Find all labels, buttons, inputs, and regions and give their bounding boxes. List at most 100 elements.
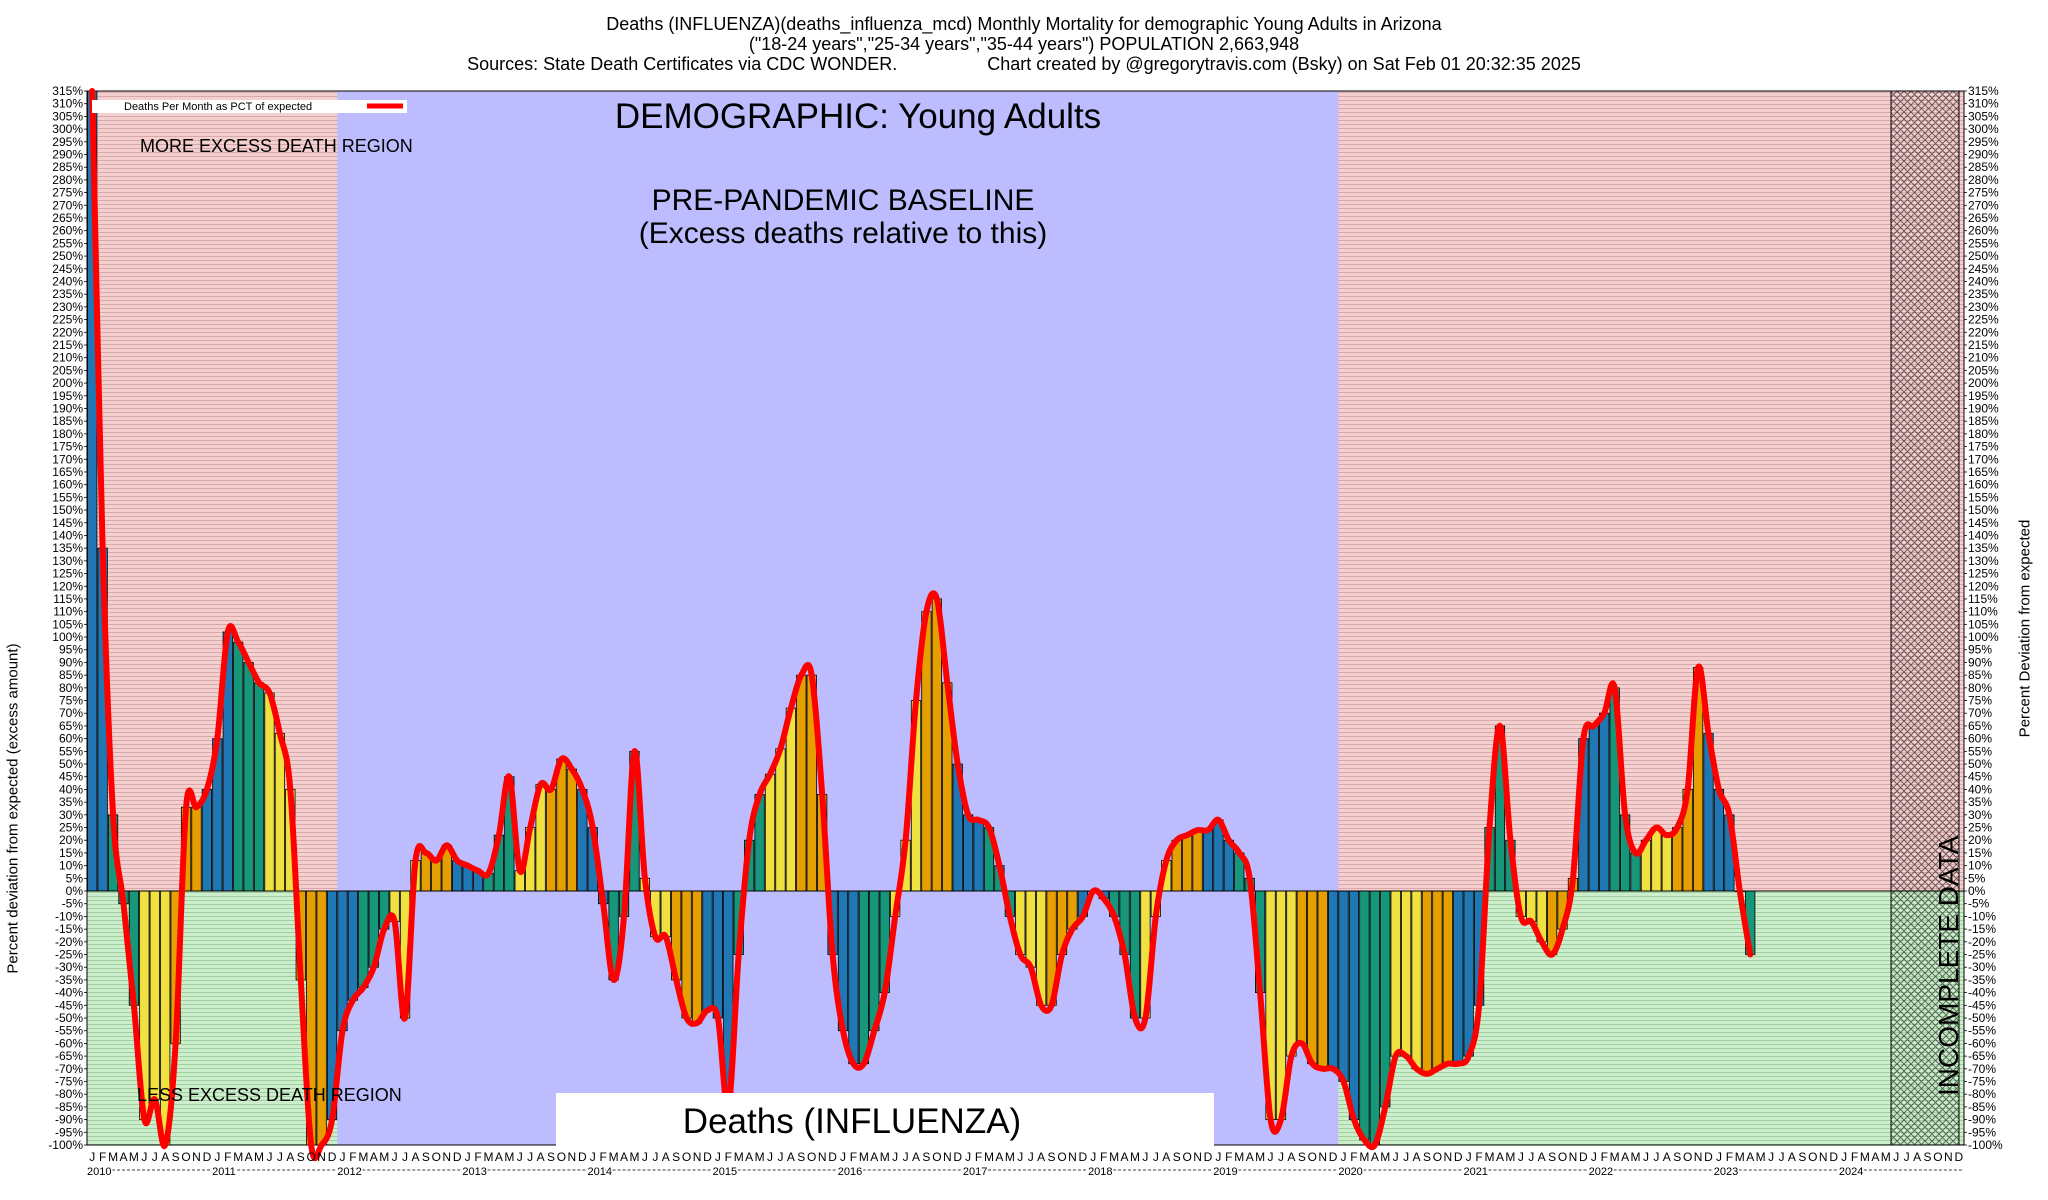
- x-month-label: N: [317, 1150, 326, 1164]
- y-tick-label-left: 305%: [52, 109, 83, 123]
- x-month-label: J: [1904, 1150, 1910, 1164]
- x-month-label: J: [1341, 1150, 1347, 1164]
- bar: [764, 773, 776, 892]
- x-month-label: S: [172, 1150, 180, 1164]
- bar: [1348, 890, 1360, 1121]
- x-month-label: A: [537, 1150, 545, 1164]
- y-tick-label-left: 100%: [52, 630, 83, 644]
- y-tick-label-left: 75%: [59, 694, 83, 708]
- y-tick-label-right: 65%: [1968, 719, 1992, 733]
- incomplete-overlay: [1890, 90, 1960, 1146]
- x-year-label: 2011: [212, 1166, 236, 1178]
- x-month-label: M: [1756, 1150, 1766, 1164]
- y-tick-label-right: 0%: [1968, 884, 1986, 898]
- y-tick-label-left: -80%: [55, 1087, 83, 1101]
- x-month-label: J: [590, 1150, 596, 1164]
- x-month-label: N: [1944, 1150, 1953, 1164]
- y-tick-label-right: 50%: [1968, 757, 1992, 771]
- y-tick-label-left: 315%: [52, 84, 83, 98]
- bar: [545, 789, 557, 892]
- x-month-label: N: [1193, 1150, 1202, 1164]
- bar: [1296, 890, 1307, 1044]
- x-month-label: J: [1153, 1150, 1159, 1164]
- y-tick-label-right: 160%: [1968, 478, 1999, 492]
- x-month-label: J: [339, 1150, 345, 1164]
- x-year-label: 2018: [1088, 1166, 1112, 1178]
- x-month-label: J: [642, 1150, 648, 1164]
- x-month-label: M: [1631, 1150, 1641, 1164]
- x-month-label: J: [1393, 1150, 1399, 1164]
- x-month-label: S: [297, 1150, 305, 1164]
- y-tick-label-right: 235%: [1968, 287, 1999, 301]
- x-month-label: F: [1601, 1150, 1608, 1164]
- x-month-label: A: [1496, 1150, 1504, 1164]
- x-month-label: D: [1079, 1150, 1088, 1164]
- x-month-label: J: [1653, 1150, 1659, 1164]
- x-month-label: J: [965, 1150, 971, 1164]
- x-month-label: S: [547, 1150, 555, 1164]
- x-month-label: J: [1591, 1150, 1597, 1164]
- y-tick-label-right: 145%: [1968, 516, 1999, 530]
- bar: [712, 890, 723, 1019]
- y-tick-label-right: 305%: [1968, 109, 1999, 123]
- x-month-label: F: [99, 1150, 106, 1164]
- x-month-label: S: [1173, 1150, 1181, 1164]
- x-month-label: M: [1359, 1150, 1369, 1164]
- x-month-label: O: [307, 1150, 316, 1164]
- x-month-label: J: [892, 1150, 898, 1164]
- x-month-label: O: [1182, 1150, 1191, 1164]
- x-month-label: J: [402, 1150, 408, 1164]
- x-month-label: D: [1204, 1150, 1213, 1164]
- x-month-label: A: [119, 1150, 127, 1164]
- more-excess-region-label: MORE EXCESS DEATH REGION: [140, 136, 413, 156]
- x-month-label: M: [108, 1150, 118, 1164]
- y-tick-label-left: 185%: [52, 414, 83, 428]
- x-month-label: D: [953, 1150, 962, 1164]
- x-month-label: J: [1142, 1150, 1148, 1164]
- x-month-label: J: [1215, 1150, 1221, 1164]
- x-month-label: O: [432, 1150, 441, 1164]
- y-tick-label-right: 165%: [1968, 465, 1999, 479]
- y-tick-label-right: 85%: [1968, 668, 1992, 682]
- x-month-label: J: [152, 1150, 158, 1164]
- y-tick-label-right: 290%: [1968, 147, 1999, 161]
- x-month-label: A: [1162, 1150, 1170, 1164]
- x-month-label: A: [1371, 1150, 1379, 1164]
- x-month-label: M: [358, 1150, 368, 1164]
- y-tick-label-left: -65%: [55, 1049, 83, 1063]
- y-tick-label-right: 265%: [1968, 211, 1999, 225]
- y-tick-label-left: -15%: [55, 922, 83, 936]
- y-tick-label-right: 250%: [1968, 249, 1999, 263]
- y-tick-label-left: 210%: [52, 351, 83, 365]
- y-tick-label-left: 200%: [52, 376, 83, 390]
- bar: [1599, 712, 1610, 892]
- y-tick-label-left: 90%: [59, 655, 83, 669]
- y-tick-label-left: -5%: [62, 897, 84, 911]
- bar: [848, 890, 859, 1065]
- bar: [869, 890, 880, 1032]
- y-tick-label-left: 260%: [52, 224, 83, 238]
- bar: [1338, 890, 1349, 1082]
- y-tick-label-left: 155%: [52, 490, 83, 504]
- x-month-label: A: [995, 1150, 1003, 1164]
- x-month-label: S: [1548, 1150, 1556, 1164]
- bar: [431, 860, 442, 892]
- x-month-label: J: [1893, 1150, 1899, 1164]
- bar: [973, 819, 984, 892]
- x-month-label: A: [1788, 1150, 1796, 1164]
- x-month-label: M: [1130, 1150, 1140, 1164]
- bar: [243, 662, 254, 892]
- x-year-label: 2024: [1839, 1166, 1863, 1178]
- bar: [1442, 890, 1453, 1065]
- y-tick-label-right: 185%: [1968, 414, 1999, 428]
- y-tick-label-right: -20%: [1968, 935, 1996, 949]
- x-month-label: S: [922, 1150, 930, 1164]
- x-month-label: A: [245, 1150, 253, 1164]
- x-month-label: M: [734, 1150, 744, 1164]
- y-tick-label-right: -75%: [1968, 1075, 1996, 1089]
- x-month-label: F: [600, 1150, 607, 1164]
- y-tick-label-left: 35%: [59, 795, 83, 809]
- x-month-label: O: [1808, 1150, 1817, 1164]
- bar: [1630, 852, 1641, 892]
